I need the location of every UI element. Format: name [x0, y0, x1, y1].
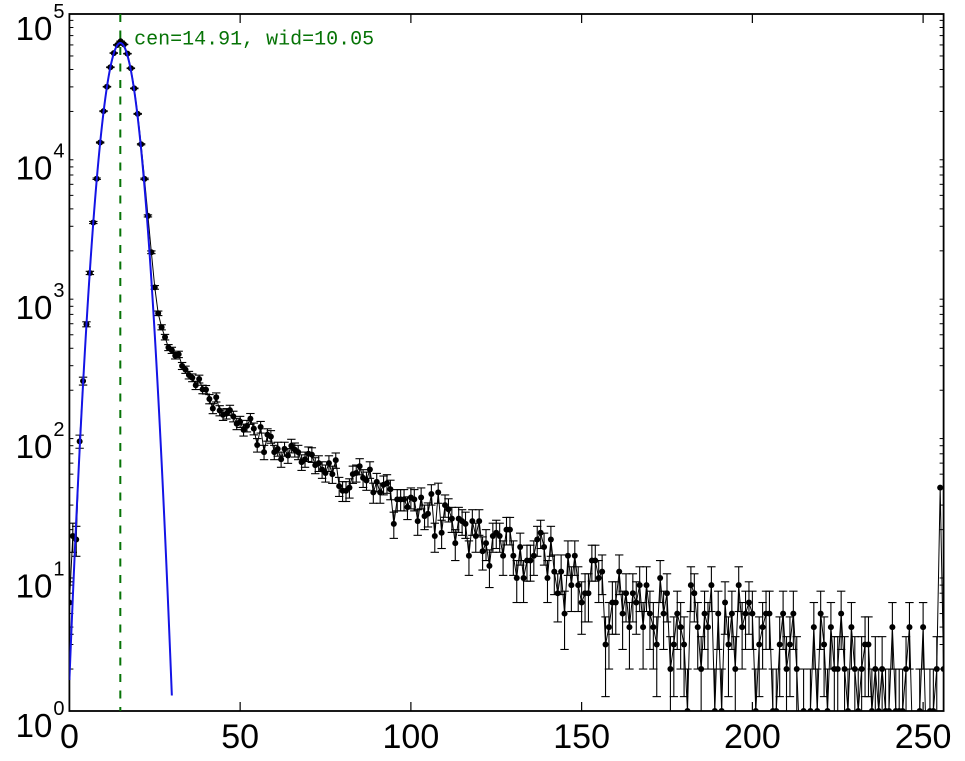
- svg-text:150: 150: [553, 718, 610, 756]
- svg-text:0: 0: [60, 718, 79, 756]
- svg-text:10: 10: [16, 10, 53, 47]
- svg-text:3: 3: [53, 280, 64, 302]
- svg-text:50: 50: [221, 718, 259, 756]
- svg-text:10: 10: [16, 289, 53, 326]
- svg-text:200: 200: [724, 718, 781, 756]
- svg-text:0: 0: [53, 698, 64, 720]
- svg-text:10: 10: [16, 707, 53, 744]
- svg-text:10: 10: [16, 428, 53, 465]
- svg-text:100: 100: [383, 718, 440, 756]
- svg-text:250: 250: [895, 718, 952, 756]
- svg-text:cen=14.91, wid=10.05: cen=14.91, wid=10.05: [134, 28, 374, 51]
- svg-text:4: 4: [53, 140, 64, 162]
- svg-text:10: 10: [16, 568, 53, 605]
- svg-text:1: 1: [53, 559, 64, 581]
- svg-text:10: 10: [16, 149, 53, 186]
- svg-text:2: 2: [53, 419, 64, 441]
- svg-text:5: 5: [53, 1, 64, 23]
